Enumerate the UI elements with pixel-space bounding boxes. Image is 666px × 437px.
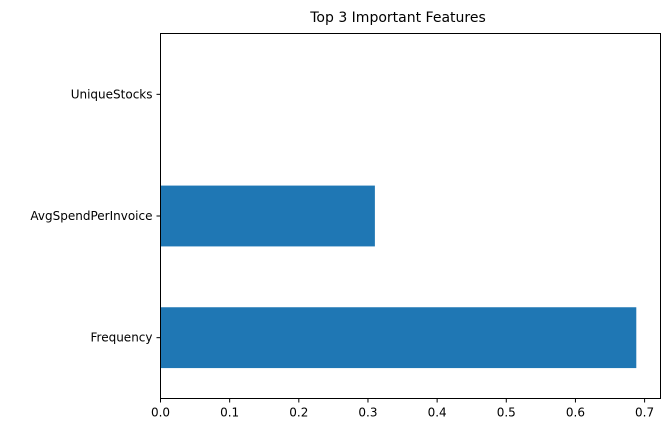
y-axis-ticks: UniqueStocks AvgSpendPerInvoice Frequency: [30, 87, 161, 345]
x-tick-label: 0.3: [358, 406, 377, 420]
bars-layer: [160, 185, 637, 369]
x-tick-label: 0.7: [635, 406, 654, 420]
plot-frame: [160, 33, 661, 399]
x-tick-label: 0.5: [497, 406, 516, 420]
bar-frequency: [160, 307, 637, 369]
x-tick-label: 0.2: [289, 406, 308, 420]
chart-title: Top 3 Important Features: [309, 10, 486, 26]
y-tick-label: AvgSpendPerInvoice: [30, 209, 152, 223]
x-tick-label: 0.4: [428, 406, 447, 420]
x-tick-label: 0.6: [566, 406, 585, 420]
x-axis-ticks: 0.0 0.1 0.2 0.3 0.4 0.5 0.6 0.7: [151, 398, 654, 420]
bar-avgspendperinvoice: [160, 185, 375, 247]
x-tick-label: 0.1: [220, 406, 239, 420]
y-tick-label: UniqueStocks: [71, 87, 153, 101]
y-tick-label: Frequency: [91, 331, 153, 345]
x-tick-label: 0.0: [151, 406, 170, 420]
